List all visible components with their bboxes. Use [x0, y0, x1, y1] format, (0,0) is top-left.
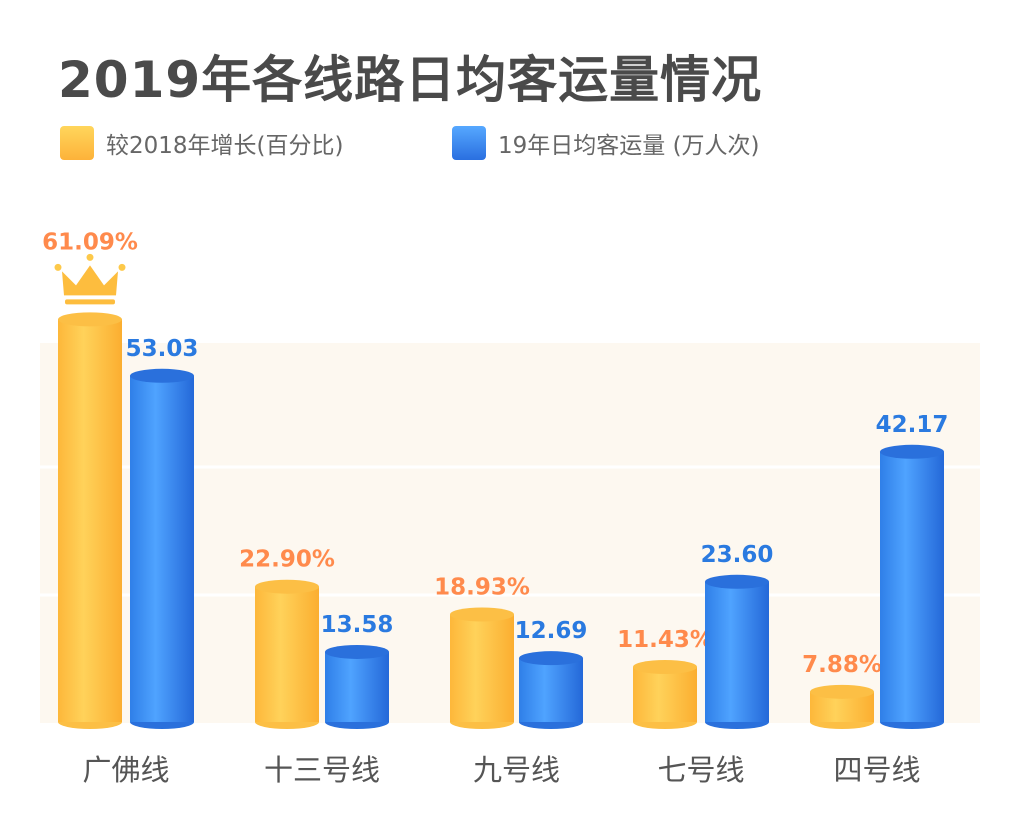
- growth-bar-top: [633, 659, 697, 674]
- volume-bar-label: 12.69: [515, 618, 588, 644]
- chart-title: 2019年各线路日均客运量情况: [58, 51, 763, 109]
- volume-bar-top: [705, 574, 769, 589]
- volume-bar-top: [880, 444, 944, 459]
- growth-bar: [450, 614, 514, 722]
- volume-bar: [130, 375, 194, 722]
- crown-jewel-icon: [118, 263, 126, 271]
- volume-bar-label: 53.03: [126, 336, 199, 362]
- category-label: 九号线: [473, 753, 560, 787]
- growth-bar-label: 7.88%: [802, 652, 882, 678]
- growth-bar: [255, 586, 319, 722]
- crown-icon: [62, 265, 118, 296]
- growth-bar-label: 22.90%: [239, 547, 335, 573]
- legend-item-volume: 19年日均客运量 (万人次): [452, 126, 760, 160]
- category-label: 十三号线: [264, 753, 380, 787]
- volume-bar: [519, 658, 583, 722]
- legend-swatch-growth: [60, 126, 94, 160]
- legend-label-growth: 较2018年增长(百分比): [106, 133, 344, 159]
- volume-bar: [705, 581, 769, 722]
- volume-bar-top: [519, 651, 583, 666]
- volume-bar: [880, 451, 944, 722]
- volume-bar: [325, 651, 389, 722]
- crown-jewel-icon: [86, 253, 94, 261]
- volume-bar-label: 23.60: [701, 542, 774, 568]
- growth-bar-label: 11.43%: [617, 627, 713, 653]
- growth-bar-label: 61.09%: [42, 229, 138, 255]
- growth-bar: [633, 666, 697, 722]
- growth-bar-top: [58, 312, 122, 327]
- growth-bar: [58, 319, 122, 722]
- category-label: 广佛线: [82, 753, 169, 787]
- crown-jewel-icon: [54, 263, 62, 271]
- growth-bar-top: [810, 684, 874, 699]
- growth-bar-top: [255, 579, 319, 594]
- volume-bar-top: [130, 368, 194, 383]
- volume-bar-top: [325, 644, 389, 659]
- volume-bar-label: 42.17: [876, 412, 949, 438]
- volume-bar-label: 13.58: [321, 612, 394, 638]
- category-label: 四号线: [833, 753, 920, 787]
- legend-label-volume: 19年日均客运量 (万人次): [498, 133, 760, 159]
- growth-bar-top: [450, 607, 514, 622]
- crown-base-icon: [65, 299, 115, 305]
- legend-item-growth: 较2018年增长(百分比): [60, 126, 343, 160]
- growth-bar-label: 18.93%: [434, 574, 530, 600]
- legend-swatch-volume: [452, 126, 486, 160]
- category-label: 七号线: [657, 753, 744, 787]
